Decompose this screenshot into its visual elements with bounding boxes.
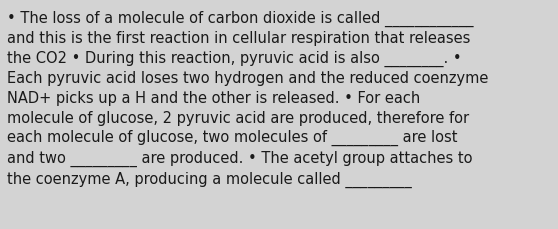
Text: • The loss of a molecule of carbon dioxide is called ____________
and this is th: • The loss of a molecule of carbon dioxi… (7, 10, 488, 187)
